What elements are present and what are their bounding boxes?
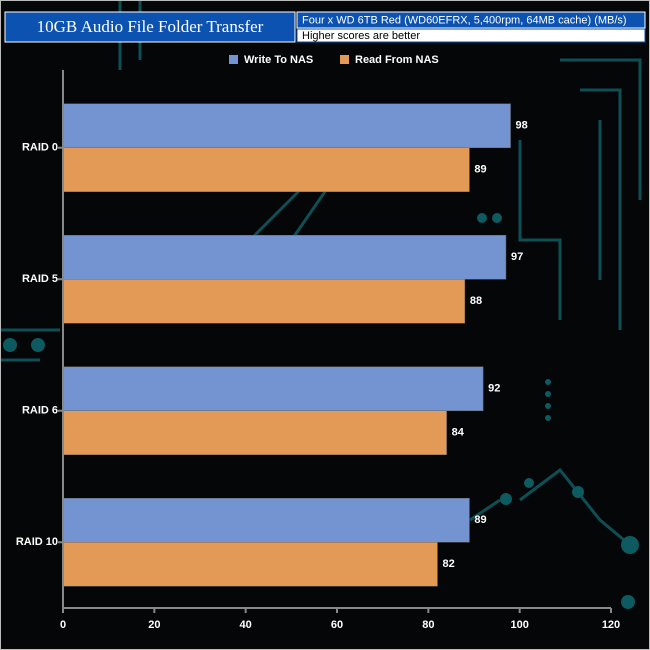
value-label: 89 <box>474 514 486 526</box>
value-label: 89 <box>474 164 486 176</box>
bar <box>62 498 470 543</box>
x-tick-label: 0 <box>60 619 66 631</box>
x-tick-label: 20 <box>148 619 160 631</box>
y-tick-label: RAID 6 <box>22 405 58 417</box>
x-tick-label: 100 <box>510 619 528 631</box>
legend-swatch <box>340 55 349 64</box>
chart-subtitle: Four x WD 6TB Red (WD60EFRX, 5,400rpm, 6… <box>302 14 627 26</box>
value-label: 82 <box>442 558 454 570</box>
bar <box>62 410 447 455</box>
bar <box>62 366 484 411</box>
legend-label: Write To NAS <box>244 54 313 66</box>
subtitle-box <box>296 11 646 29</box>
value-label: 88 <box>470 295 482 307</box>
y-tick-label: RAID 5 <box>22 273 58 285</box>
title-box <box>4 11 296 43</box>
chart-note: Higher scores are better <box>302 30 420 42</box>
bar <box>62 542 438 587</box>
y-tick-label: RAID 10 <box>16 536 58 548</box>
x-tick-label: 40 <box>240 619 252 631</box>
value-label: 98 <box>516 120 528 132</box>
bar <box>62 235 507 280</box>
x-tick-label: 60 <box>331 619 343 631</box>
bar <box>62 147 470 192</box>
chart-title: 10GB Audio File Folder Transfer <box>37 17 264 36</box>
legend-label: Read From NAS <box>355 54 439 66</box>
x-tick-label: 80 <box>422 619 434 631</box>
value-label: 92 <box>488 383 500 395</box>
value-label: 97 <box>511 251 523 263</box>
note-box <box>296 28 646 43</box>
y-tick-label: RAID 0 <box>22 142 58 154</box>
bar <box>62 103 511 148</box>
legend-swatch <box>229 55 238 64</box>
x-tick-label: 120 <box>602 619 620 631</box>
bar <box>62 279 466 324</box>
value-label: 84 <box>452 427 465 439</box>
